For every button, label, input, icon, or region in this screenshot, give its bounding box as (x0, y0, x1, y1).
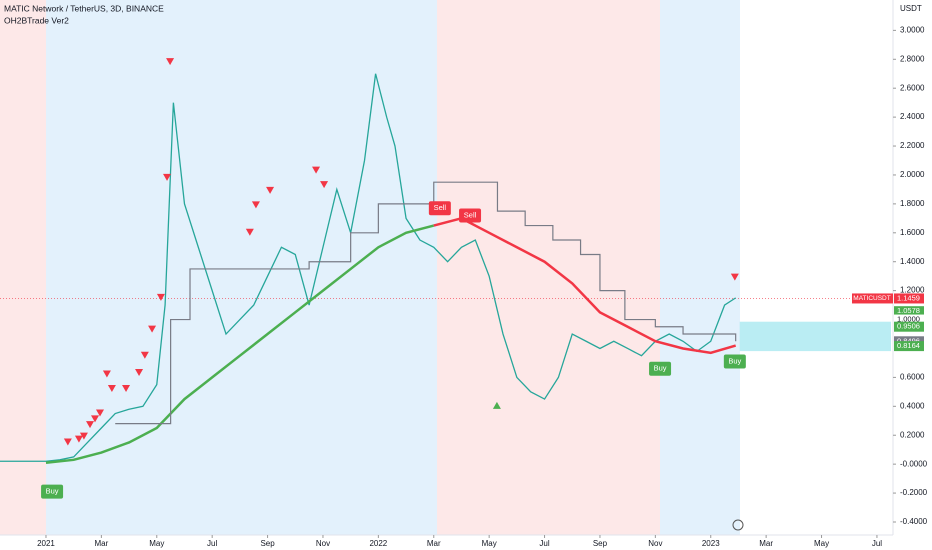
series-line (433, 217, 737, 355)
sell-arrow (140, 351, 149, 359)
series-line (45, 224, 435, 464)
x-tick-label: Jul (539, 539, 549, 548)
x-tick-label: 2021 (37, 539, 55, 548)
indicator-name: OH2BTrade Ver2 (4, 15, 69, 25)
y-tick-label: 2.8000 (900, 54, 925, 63)
chart-title: MATIC Network / TetherUS, 3D, BINANCE (4, 3, 164, 13)
x-tick-label: Mar (94, 539, 108, 548)
y-tick-label: 0.2000 (900, 430, 925, 439)
bg-band (46, 0, 437, 535)
sell-arrow (63, 438, 72, 446)
price-level-label: 1.0578 (897, 306, 920, 315)
sell-arrow (102, 370, 111, 378)
y-tick-label: 2.6000 (900, 83, 925, 92)
icon (732, 519, 744, 531)
y-axis-label: USDT (900, 4, 922, 13)
bg-band (437, 0, 660, 535)
x-tick-label: 2022 (369, 539, 387, 548)
x-tick-label: Jul (872, 539, 882, 548)
sell-arrow (135, 369, 144, 377)
y-tick-label: 3.0000 (900, 25, 925, 34)
y-tick-label: 0.4000 (900, 401, 925, 410)
signal-text: Buy (46, 487, 59, 496)
symbol-tag (852, 293, 893, 304)
sell-arrow (86, 421, 95, 429)
y-tick-label: 0.6000 (900, 373, 925, 382)
sell-arrow (245, 228, 254, 236)
sell-arrow (163, 173, 172, 181)
series-line (0, 73, 737, 462)
signal-label (41, 484, 64, 499)
y-tick-label: 1.2000 (900, 286, 925, 295)
sell-arrow (107, 384, 116, 392)
signal-text: Sell (434, 203, 447, 212)
y-tick-label: 2.2000 (900, 141, 925, 150)
x-tick-label: 2023 (702, 539, 720, 548)
sell-arrow (320, 181, 329, 189)
price-level (894, 306, 924, 317)
price-level (894, 321, 924, 332)
y-tick-label: 1.6000 (900, 228, 925, 237)
price-level-label: 0.9506 (897, 322, 920, 331)
price-level-label: 1.0000 (897, 315, 920, 324)
bg-band (660, 0, 740, 535)
x-tick-label: May (814, 539, 829, 548)
y-tick-label: 1.4000 (900, 257, 925, 266)
x-tick-label: Sep (260, 539, 275, 548)
price-level (894, 293, 924, 304)
x-tick-label: May (482, 539, 497, 548)
sell-arrow (266, 186, 275, 194)
price-level (894, 314, 924, 325)
series-line (115, 181, 737, 425)
x-tick-label: Sep (593, 539, 608, 548)
price-level-label: 0.8164 (897, 341, 920, 350)
sell-arrow (74, 435, 83, 443)
price-level-label: 1.1459 (897, 293, 920, 302)
x-tick-label: Jul (207, 539, 217, 548)
x-tick-label: Mar (759, 539, 773, 548)
signal-label (428, 201, 451, 216)
y-tick-label: 2.4000 (900, 112, 925, 121)
symbol-tag-text: MATICUSDT (853, 295, 890, 302)
x-tick-label: Mar (427, 539, 441, 548)
y-tick-label: 2.0000 (900, 170, 925, 179)
bg-band (0, 0, 46, 535)
target-zone (739, 321, 891, 352)
x-tick-label: May (149, 539, 164, 548)
signal-label (649, 361, 672, 376)
sell-arrow (148, 325, 157, 333)
sell-arrow (730, 273, 739, 281)
sell-arrow (166, 58, 175, 66)
y-tick-label: -0.4000 (900, 517, 928, 526)
sell-arrow (79, 432, 88, 440)
signal-label (459, 208, 482, 223)
signal-label (723, 354, 746, 369)
sell-arrow (122, 384, 131, 392)
y-tick-label: 1.8000 (900, 199, 925, 208)
sell-arrow (95, 409, 104, 417)
sell-arrow (312, 166, 321, 174)
signal-text: Buy (728, 356, 741, 365)
sell-arrow (91, 415, 100, 423)
price-level-label: 0.8496 (897, 336, 920, 345)
signal-text: Sell (464, 210, 477, 219)
sell-arrow (251, 201, 260, 209)
y-tick-label: -0.0000 (900, 459, 928, 468)
sell-arrow (156, 293, 165, 301)
x-tick-label: Nov (648, 539, 662, 548)
price-level (894, 341, 924, 352)
y-tick-label: -0.2000 (900, 488, 928, 497)
buy-arrow (492, 401, 501, 409)
signal-text: Buy (654, 364, 667, 373)
x-tick-label: Nov (316, 539, 330, 548)
